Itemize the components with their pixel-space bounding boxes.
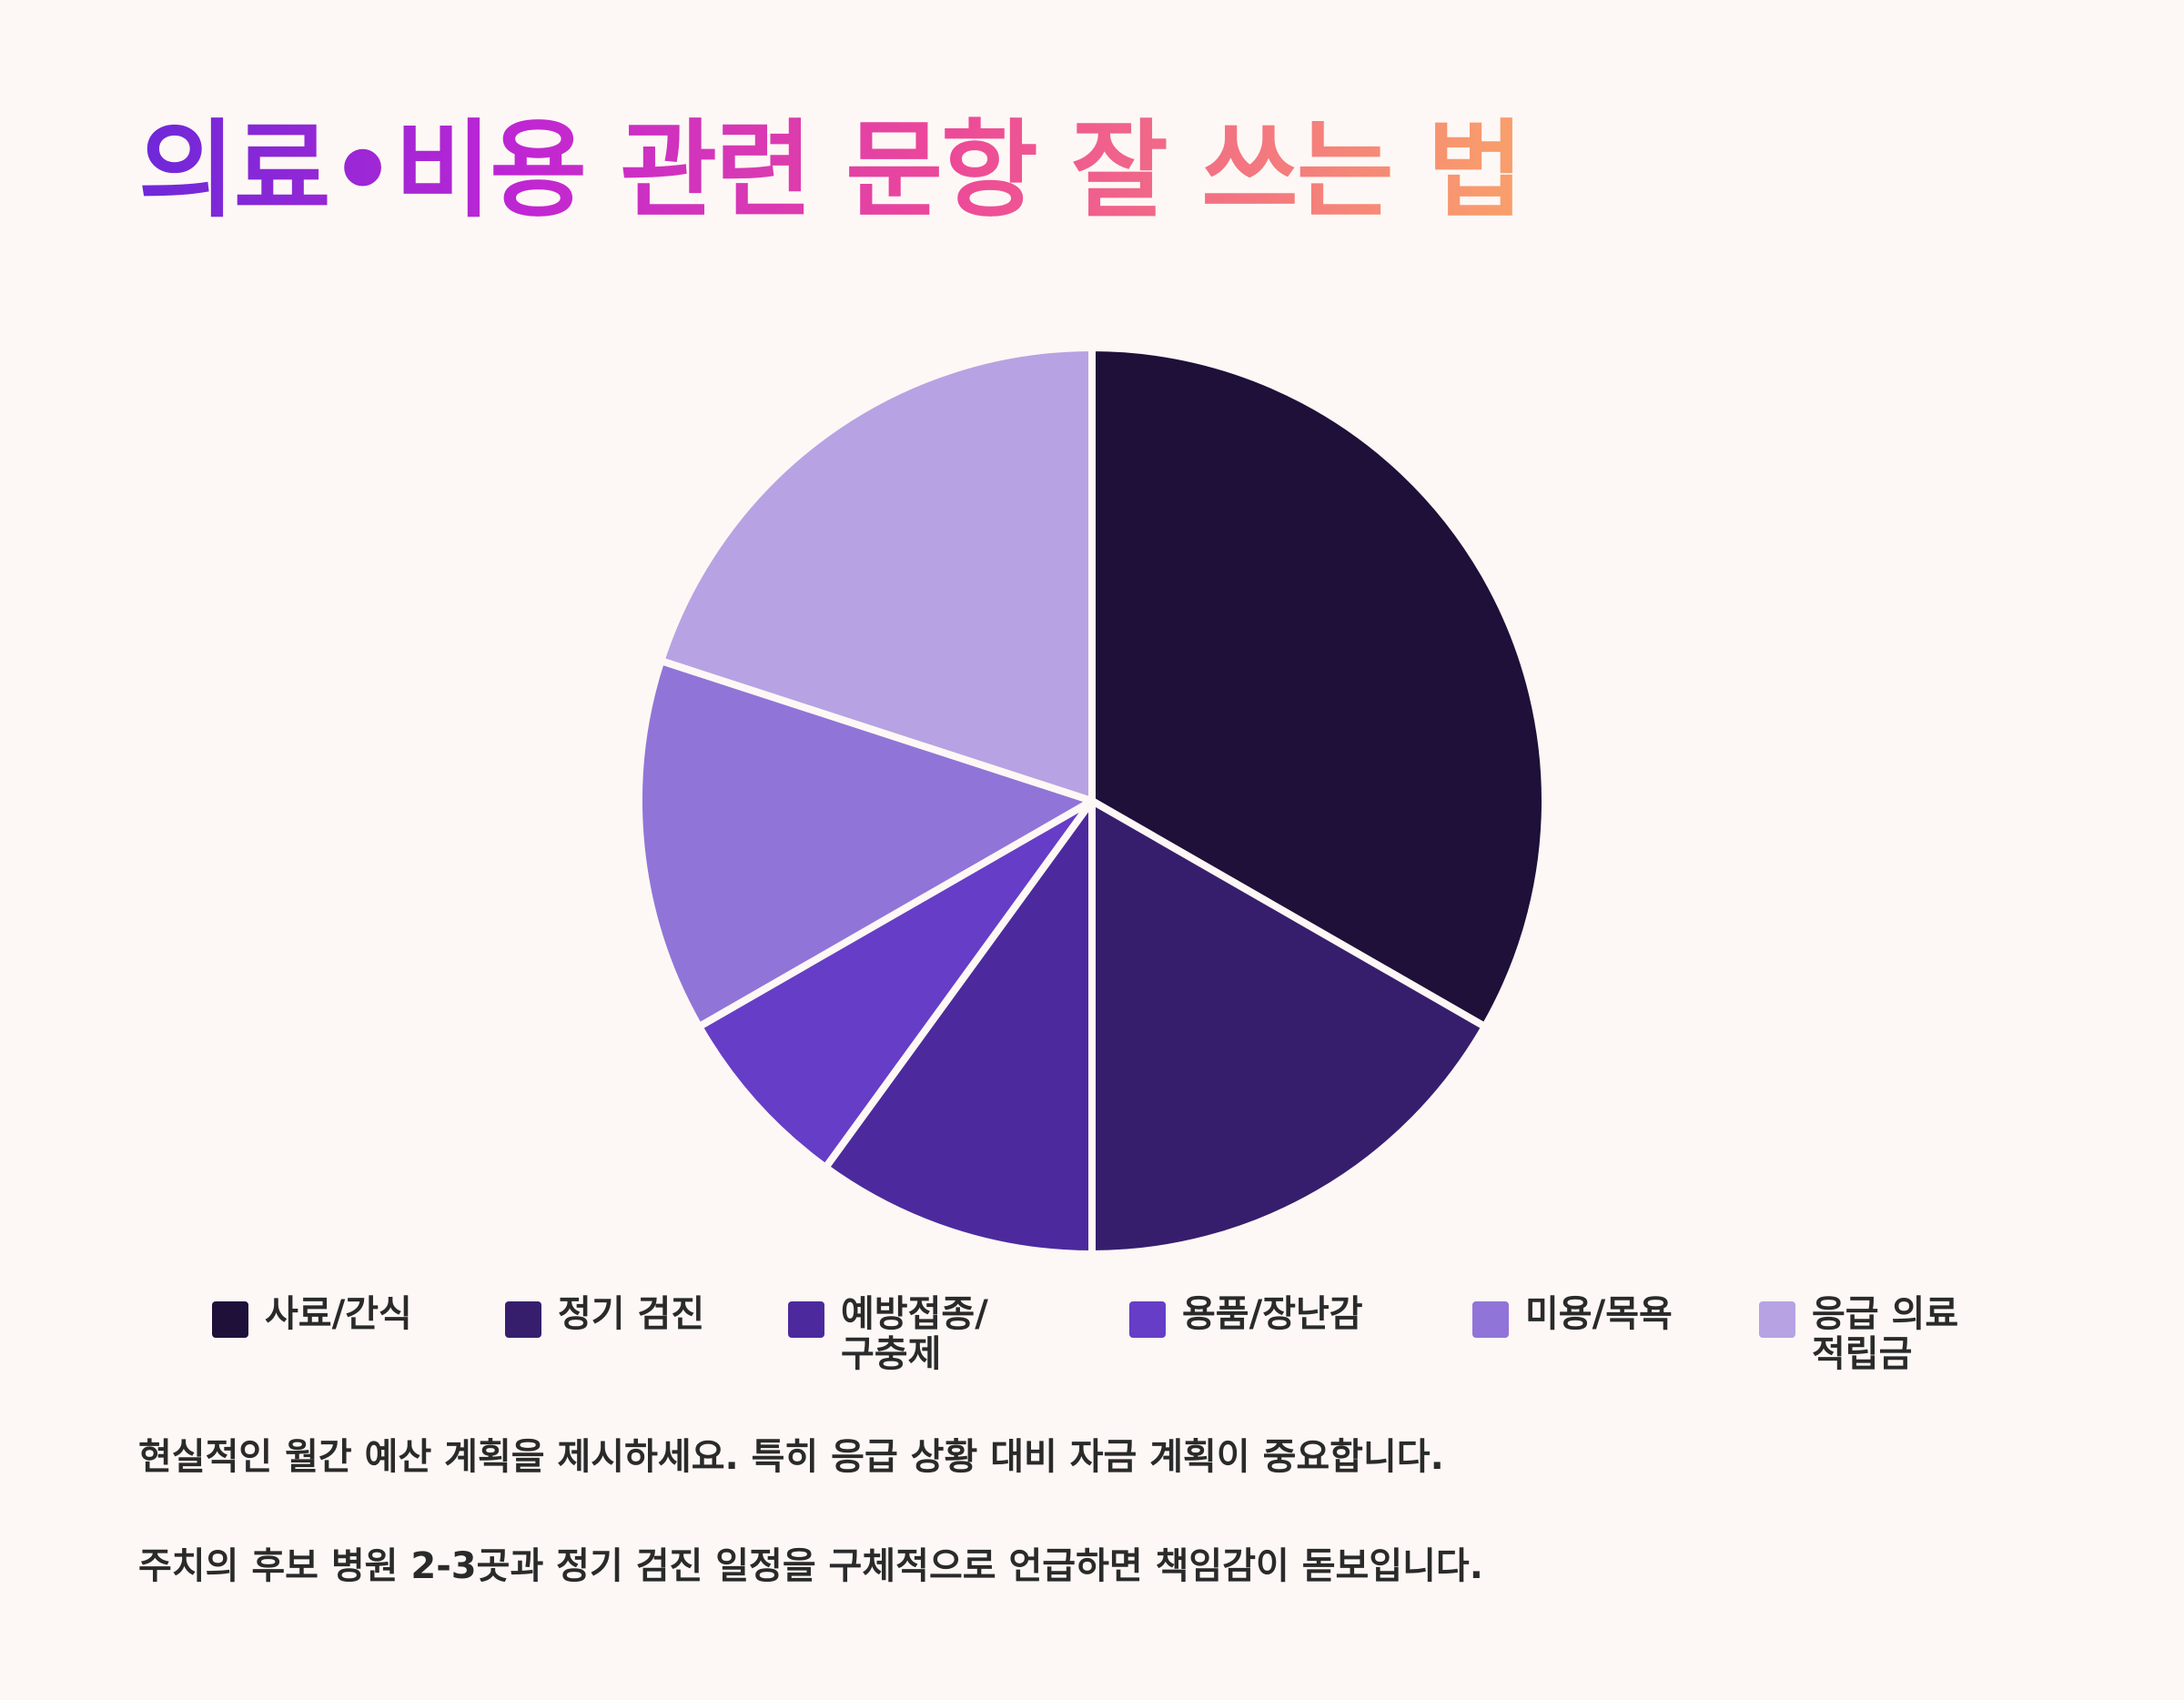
chart-legend: 사료/간식 정기 검진 예방접종/구충제 용품/장난감 미용/목욕 응급 의료 … <box>0 1294 2184 1403</box>
legend-swatch <box>1759 1301 1795 1338</box>
legend-item: 사료/간식 <box>212 1294 511 1338</box>
legend-label: 정기 검진 <box>558 1293 705 1335</box>
legend-swatch <box>1129 1301 1166 1338</box>
pie-slice <box>635 657 1096 1031</box>
legend-item: 예방접종/구충제 <box>788 1294 1077 1374</box>
pie-slice <box>695 797 1096 1171</box>
legend-swatch <box>1472 1301 1509 1338</box>
page-title: 의료•비용 관련 문항 잘 쓰는 법 <box>138 107 1524 234</box>
legend-label: 용품/장난감 <box>1182 1293 1363 1335</box>
pie-slice <box>1088 797 1489 1258</box>
legend-label: 응급 의료 적립금 <box>1812 1293 1959 1375</box>
legend-swatch <box>212 1301 248 1338</box>
legend-item: 미용/목욕 <box>1472 1294 1771 1338</box>
legend-swatch <box>788 1301 824 1338</box>
pie-slice <box>1088 344 1549 1031</box>
legend-label: 사료/간식 <box>265 1293 412 1335</box>
note-text: 주치의 후보 병원 2-3곳과 정기 검진 일정을 구체적으로 언급하면 책임감… <box>138 1545 1483 1587</box>
legend-label: 예방접종/구충제 <box>841 1293 988 1375</box>
legend-swatch <box>505 1301 541 1338</box>
legend-item: 응급 의료 적립금 <box>1759 1294 2067 1374</box>
pie-slice <box>657 344 1096 804</box>
legend-item: 정기 검진 <box>505 1294 804 1338</box>
pie-slice <box>822 797 1096 1258</box>
legend-label: 미용/목욕 <box>1525 1293 1673 1335</box>
legend-item: 용품/장난감 <box>1129 1294 1428 1338</box>
note-text: 현실적인 월간 예산 계획을 제시하세요. 특히 응급 상황 대비 자금 계획이… <box>138 1436 1444 1478</box>
